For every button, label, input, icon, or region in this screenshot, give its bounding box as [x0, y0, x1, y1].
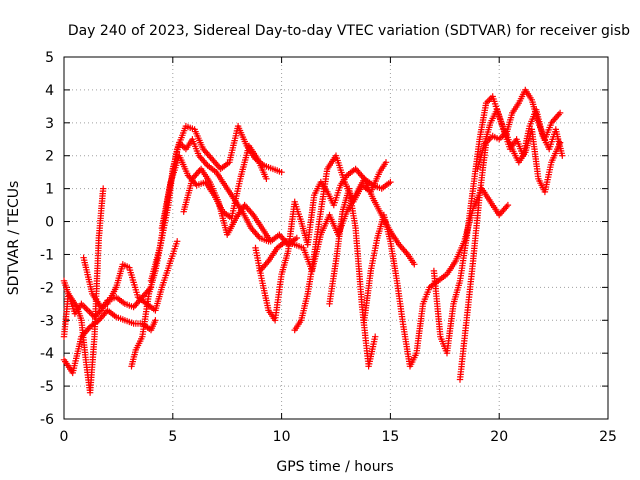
data-point: [411, 261, 418, 268]
series-track-13: [361, 185, 512, 370]
x-tick-label: 20: [490, 429, 508, 445]
data-point: [382, 159, 390, 166]
data-point: [152, 317, 159, 324]
x-tick-label: 25: [599, 429, 617, 445]
series-track-12: [326, 185, 379, 370]
data-point: [559, 152, 566, 159]
data-point: [504, 201, 512, 209]
data-series: [60, 86, 566, 396]
x-tick-label: 5: [168, 429, 177, 445]
data-point: [263, 175, 270, 182]
plot-frame: [63, 56, 609, 420]
y-tick-label: -6: [40, 412, 54, 428]
y-tick-label: 1: [45, 182, 54, 198]
data-point: [278, 169, 285, 176]
y-tick-label: 2: [45, 149, 54, 165]
y-tick-label: -4: [40, 346, 54, 362]
y-tick-label: -1: [40, 247, 54, 263]
series-track-4: [80, 238, 181, 314]
data-point: [100, 185, 107, 192]
y-tick-label: -2: [40, 280, 54, 296]
series-track-16: [474, 106, 566, 173]
y-tick-label: -3: [40, 313, 54, 329]
data-point: [174, 238, 181, 245]
data-point: [387, 178, 394, 186]
y-tick-label: -5: [40, 379, 54, 395]
x-tick-label: 10: [273, 429, 291, 445]
data-point: [293, 234, 300, 242]
y-axis-title: SDTVAR / TECUs: [6, 181, 22, 296]
data-point: [372, 333, 379, 340]
chart-title: Day 240 of 2023, Sidereal Day-to-day VTE…: [68, 23, 630, 39]
axis-ticks: 0 5 10 15 20 25 -6 -5 -4 -3 -2 -1 0 1 2 3 4 5: [40, 50, 617, 445]
y-tick-label: 5: [45, 50, 54, 66]
y-tick-label: 0: [45, 215, 54, 231]
x-tick-label: 0: [60, 429, 69, 445]
x-axis-title: GPS time / hours: [276, 459, 393, 475]
series-track-11: [291, 152, 390, 334]
x-tick-label: 15: [381, 429, 399, 445]
y-tick-label: 3: [45, 116, 54, 132]
y-tick-label: 4: [45, 83, 54, 99]
data-point: [556, 109, 564, 117]
